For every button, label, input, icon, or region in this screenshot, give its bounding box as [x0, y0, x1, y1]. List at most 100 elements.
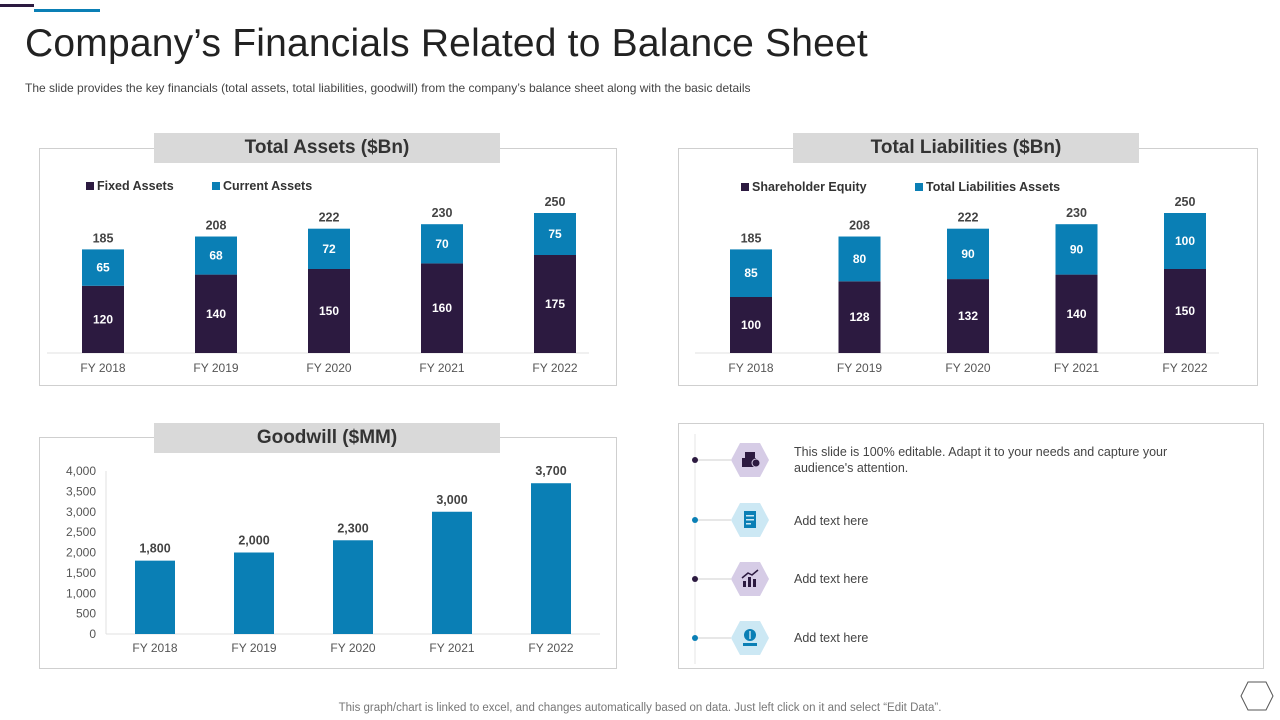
y-tick-4: 2,000	[66, 546, 96, 560]
bar-label-1-0: 65	[96, 261, 110, 275]
goodwill-chart-panel[interactable]: 0 500 1,000 1,500 2,000 2,500 3,000 3,500 4,000 1…	[39, 437, 617, 669]
x-tick-0: FY 2018	[728, 361, 773, 375]
y-tick-7: 3,500	[66, 484, 96, 498]
bar-label-1-2: 90	[961, 247, 975, 261]
liabilities-chart-panel[interactable]: Shareholder Equity Total Liabilities Asse…	[678, 148, 1258, 386]
bar-0-3[interactable]	[1055, 274, 1098, 353]
note-item-3-text: Add text here	[794, 572, 869, 586]
dollar-hand-icon	[731, 620, 769, 661]
bar-0-1[interactable]	[838, 281, 881, 353]
x-tick-1: FY 2019	[837, 361, 882, 375]
bar-label-1-4: 75	[548, 227, 562, 241]
note-item-1-text: This slide is 100% editable. Adapt it to…	[794, 445, 1168, 475]
total-label-3: 230	[1066, 206, 1087, 220]
bar-0-4[interactable]	[1164, 269, 1206, 353]
bar-label-0-2: 150	[319, 304, 339, 318]
liabilities-chart: Shareholder Equity Total Liabilities Asse…	[695, 180, 1219, 375]
growth-chart-icon	[731, 561, 769, 602]
goodwill-label-3: 3,000	[436, 493, 467, 507]
goodwill-bar-4[interactable]	[531, 483, 571, 634]
goodwill-bar-3[interactable]	[432, 511, 472, 634]
bar-0-1[interactable]	[195, 274, 237, 353]
y-tick-2: 1,000	[66, 586, 96, 600]
legend-label-0: Fixed Assets	[97, 179, 174, 193]
accent-bar-dark	[0, 4, 34, 7]
y-tick-5: 2,500	[66, 525, 96, 539]
bar-1-1[interactable]	[838, 236, 881, 282]
bar-label-1-1: 80	[853, 252, 867, 266]
legend-label-1: Total Liabilities Assets	[926, 180, 1060, 194]
bar-1-2[interactable]	[308, 228, 350, 269]
bar-label-0-3: 140	[1066, 307, 1086, 321]
bar-0-2[interactable]	[308, 269, 350, 353]
bar-1-3[interactable]	[1055, 224, 1098, 275]
bar-label-1-1: 68	[209, 249, 223, 263]
total-label-3: 230	[432, 206, 453, 220]
x-tick-3: FY 2021	[429, 641, 474, 655]
bar-label-0-4: 150	[1175, 304, 1195, 318]
assets-chart-title: Total Assets ($Bn)	[154, 133, 500, 163]
accent-bar-blue	[34, 9, 100, 12]
goodwill-bar-0[interactable]	[135, 560, 175, 634]
bar-0-2[interactable]	[947, 279, 989, 353]
total-label-2: 222	[958, 211, 979, 225]
total-label-0: 185	[741, 231, 762, 245]
document-icon	[731, 502, 769, 543]
note-item-2-text: Add text here	[794, 514, 869, 528]
bar-label-0-0: 120	[93, 312, 113, 326]
bar-label-1-2: 72	[322, 242, 336, 256]
money-bag-icon	[731, 442, 769, 483]
x-tick-3: FY 2021	[419, 361, 464, 375]
total-label-0: 185	[93, 231, 114, 245]
y-tick-8: 4,000	[66, 464, 96, 478]
bar-1-0[interactable]	[82, 249, 124, 286]
x-tick-1: FY 2019	[231, 641, 276, 655]
x-tick-1: FY 2019	[193, 361, 238, 375]
total-label-1: 208	[206, 219, 227, 233]
bar-label-0-1: 140	[206, 307, 226, 321]
total-label-2: 222	[319, 211, 340, 225]
goodwill-bar-2[interactable]	[333, 540, 373, 634]
goodwill-label-4: 3,700	[535, 464, 566, 478]
bar-label-0-2: 132	[958, 309, 978, 323]
bar-1-4[interactable]	[1164, 213, 1206, 269]
x-tick-4: FY 2022	[532, 361, 577, 375]
goodwill-chart-title: Goodwill ($MM)	[154, 423, 500, 453]
bar-1-4[interactable]	[534, 213, 576, 255]
bar-0-4[interactable]	[534, 255, 576, 353]
x-tick-2: FY 2020	[330, 641, 375, 655]
y-tick-1: 500	[76, 607, 96, 621]
x-tick-0: FY 2018	[132, 641, 177, 655]
corner-hexagon-icon	[1240, 681, 1274, 716]
bar-0-0[interactable]	[730, 297, 772, 353]
bar-label-1-0: 85	[744, 266, 758, 280]
x-tick-4: FY 2022	[1162, 361, 1207, 375]
total-label-4: 250	[1175, 195, 1196, 209]
bar-label-0-0: 100	[741, 318, 761, 332]
goodwill-label-2: 2,300	[337, 521, 368, 535]
bar-label-1-4: 100	[1175, 234, 1195, 248]
note-item-4-text: Add text here	[794, 631, 869, 645]
bar-0-3[interactable]	[421, 263, 463, 353]
bar-label-1-3: 70	[435, 237, 449, 251]
bar-label-1-3: 90	[1070, 242, 1084, 256]
legend-swatch-0	[86, 182, 94, 190]
goodwill-label-0: 1,800	[139, 542, 170, 556]
bar-1-2[interactable]	[947, 228, 989, 280]
y-tick-6: 3,000	[66, 505, 96, 519]
goodwill-bar-1[interactable]	[234, 552, 274, 635]
goodwill-label-1: 2,000	[238, 534, 269, 548]
bar-0-0[interactable]	[82, 285, 124, 353]
total-label-4: 250	[545, 195, 566, 209]
bar-1-3[interactable]	[421, 224, 463, 264]
x-tick-4: FY 2022	[528, 641, 573, 655]
bar-1-1[interactable]	[195, 236, 237, 275]
assets-chart-panel[interactable]: Fixed Assets Current Assets 120 65 185 FY 201…	[39, 148, 617, 386]
bar-label-0-1: 128	[849, 310, 869, 324]
legend-label-1: Current Assets	[223, 179, 312, 193]
legend-swatch-1	[915, 183, 923, 191]
bar-1-0[interactable]	[730, 249, 772, 297]
legend-swatch-0	[741, 183, 749, 191]
page-title: Company’s Financials Related to Balance …	[25, 22, 868, 65]
notes-panel: This slide is 100% editable. Adapt it to…	[678, 423, 1264, 669]
